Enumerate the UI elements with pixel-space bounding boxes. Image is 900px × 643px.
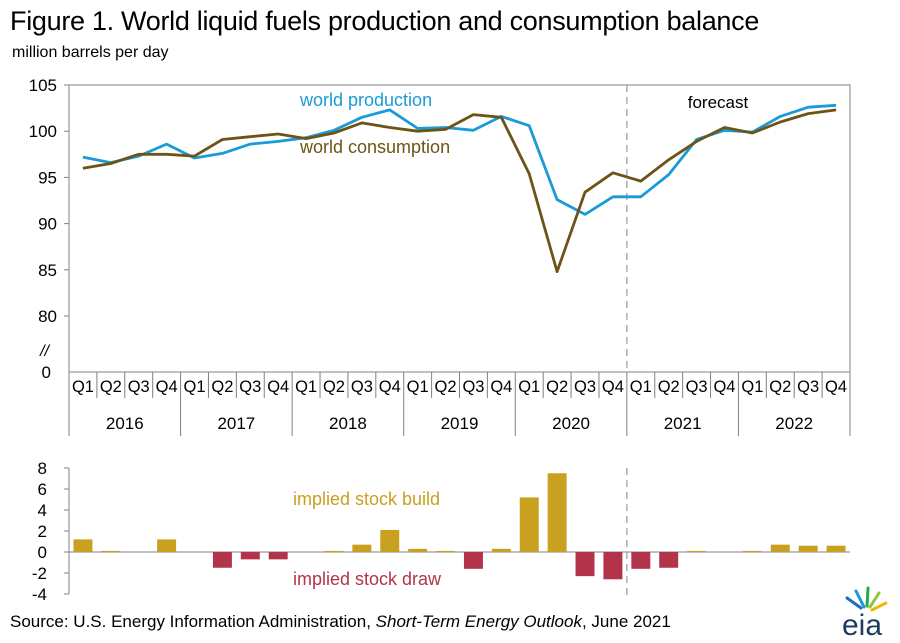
stock-build-bar [101, 550, 121, 552]
stock-build-bar [687, 550, 707, 552]
x-tick-label-quarter: Q1 [295, 378, 317, 396]
x-tick-label-quarter: Q3 [239, 378, 261, 396]
stock-draw-bar [268, 552, 288, 560]
x-tick-label-quarter: Q2 [769, 378, 791, 396]
x-tick-label-quarter: Q1 [407, 378, 429, 396]
stock-build-bar [547, 473, 567, 552]
x-tick-label-quarter: Q4 [713, 378, 735, 396]
y-tick-label: 85 [38, 261, 57, 280]
x-tick-label-quarter: Q4 [490, 378, 512, 396]
stock-build-bar [519, 497, 539, 552]
stock-build-bar [380, 529, 400, 552]
x-tick-label-quarter: Q2 [100, 378, 122, 396]
x-tick-label-quarter: Q4 [267, 378, 289, 396]
x-tick-label-quarter: Q2 [211, 378, 233, 396]
x-tick-label-year: 2018 [329, 414, 367, 433]
world-production-series-label: world production [299, 90, 432, 110]
stock-change-bar-chart: 8 6 4 2 0 -2 -4 implied stock build implied stoc… [32, 459, 850, 604]
y-tick-label: 90 [38, 215, 57, 234]
x-tick-label-quarter: Q2 [435, 378, 457, 396]
stock-build-bar [742, 550, 762, 552]
y-axis-units-label: million barrels per day [12, 44, 169, 61]
stock-draw-bar [575, 552, 595, 577]
bar-y-tick-label: 6 [38, 480, 47, 499]
stock-build-bar [352, 544, 372, 552]
x-tick-label-quarter: Q3 [797, 378, 819, 396]
x-tick-label-quarter: Q4 [156, 378, 178, 396]
stock-build-bar [770, 544, 790, 552]
x-tick-label-year: 2017 [217, 414, 255, 433]
y-zero-label: 0 [42, 363, 51, 382]
page-title: Figure 1. World liquid fuels production … [10, 6, 760, 36]
x-tick-label-quarter: Q3 [686, 378, 708, 396]
world-consumption-line [82, 108, 837, 274]
stock-build-bar [436, 550, 456, 552]
stock-draw-bar [603, 552, 623, 580]
x-tick-label-quarter: Q1 [630, 378, 652, 396]
stock-build-bar [798, 545, 818, 552]
x-tick-label-quarter: Q2 [323, 378, 345, 396]
eia-logo-text: eia [842, 609, 882, 640]
x-tick-label-quarter: Q4 [602, 378, 624, 396]
x-tick-label-quarter: Q3 [128, 378, 150, 396]
y-tick-label: 105 [29, 76, 57, 95]
source-publication: Short-Term Energy Outlook [375, 612, 582, 631]
source-suffix: , June 2021 [581, 612, 671, 631]
x-tick-label-quarter: Q2 [658, 378, 680, 396]
bar-y-tick-label: 4 [38, 501, 47, 520]
y-tick-label: 80 [38, 307, 57, 326]
forecast-label: forecast [688, 93, 749, 112]
stock-build-bar [491, 548, 511, 552]
world-consumption-series-label: world consumption [299, 137, 450, 157]
stock-draw-bar [240, 552, 260, 560]
x-tick-label-quarter: Q4 [825, 378, 847, 396]
x-tick-label-year: 2016 [106, 414, 144, 433]
stock-draw-bar [463, 552, 483, 569]
source-note: Source: U.S. Energy Information Administ… [10, 612, 671, 632]
bar-y-tick-label: -2 [32, 564, 47, 583]
bar-y-tick-label: 8 [38, 459, 47, 478]
stock-build-bar [324, 550, 344, 552]
x-tick-label-year: 2022 [775, 414, 813, 433]
stock-draw-bar [659, 552, 679, 568]
implied-stock-draw-label: implied stock draw [293, 569, 442, 589]
stock-draw-bar [212, 552, 232, 568]
x-tick-label-quarter: Q1 [518, 378, 540, 396]
x-tick-label-quarter: Q4 [379, 378, 401, 396]
x-tick-label-quarter: Q1 [72, 378, 94, 396]
bar-y-tick-label: -4 [32, 585, 47, 604]
bar-y-tick-label: 2 [38, 522, 47, 541]
stock-draw-bar [631, 552, 651, 569]
x-tick-label-year: 2019 [441, 414, 479, 433]
stock-build-bar [157, 539, 177, 552]
y-tick-label: 100 [29, 122, 57, 141]
x-tick-label-quarter: Q3 [574, 378, 596, 396]
x-tick-label-quarter: Q1 [741, 378, 763, 396]
bar-y-tick-label: 0 [38, 543, 47, 562]
x-tick-label-year: 2021 [664, 414, 702, 433]
stock-build-bar [408, 548, 428, 552]
eia-logo-rays [845, 586, 888, 612]
x-tick-label-quarter: Q3 [351, 378, 373, 396]
x-tick-label-year: 2020 [552, 414, 590, 433]
x-tick-label-quarter: Q1 [184, 378, 206, 396]
stock-build-bar [826, 545, 846, 552]
stock-build-bar [73, 539, 93, 552]
x-tick-label-quarter: Q3 [462, 378, 484, 396]
eia-logo: eia [842, 586, 888, 640]
y-tick-label: 95 [38, 168, 57, 187]
implied-stock-build-label: implied stock build [293, 489, 440, 509]
x-tick-label-quarter: Q2 [546, 378, 568, 396]
source-prefix: Source: U.S. Energy Information Administ… [10, 612, 376, 631]
y-axis-break-label: // [39, 343, 50, 360]
